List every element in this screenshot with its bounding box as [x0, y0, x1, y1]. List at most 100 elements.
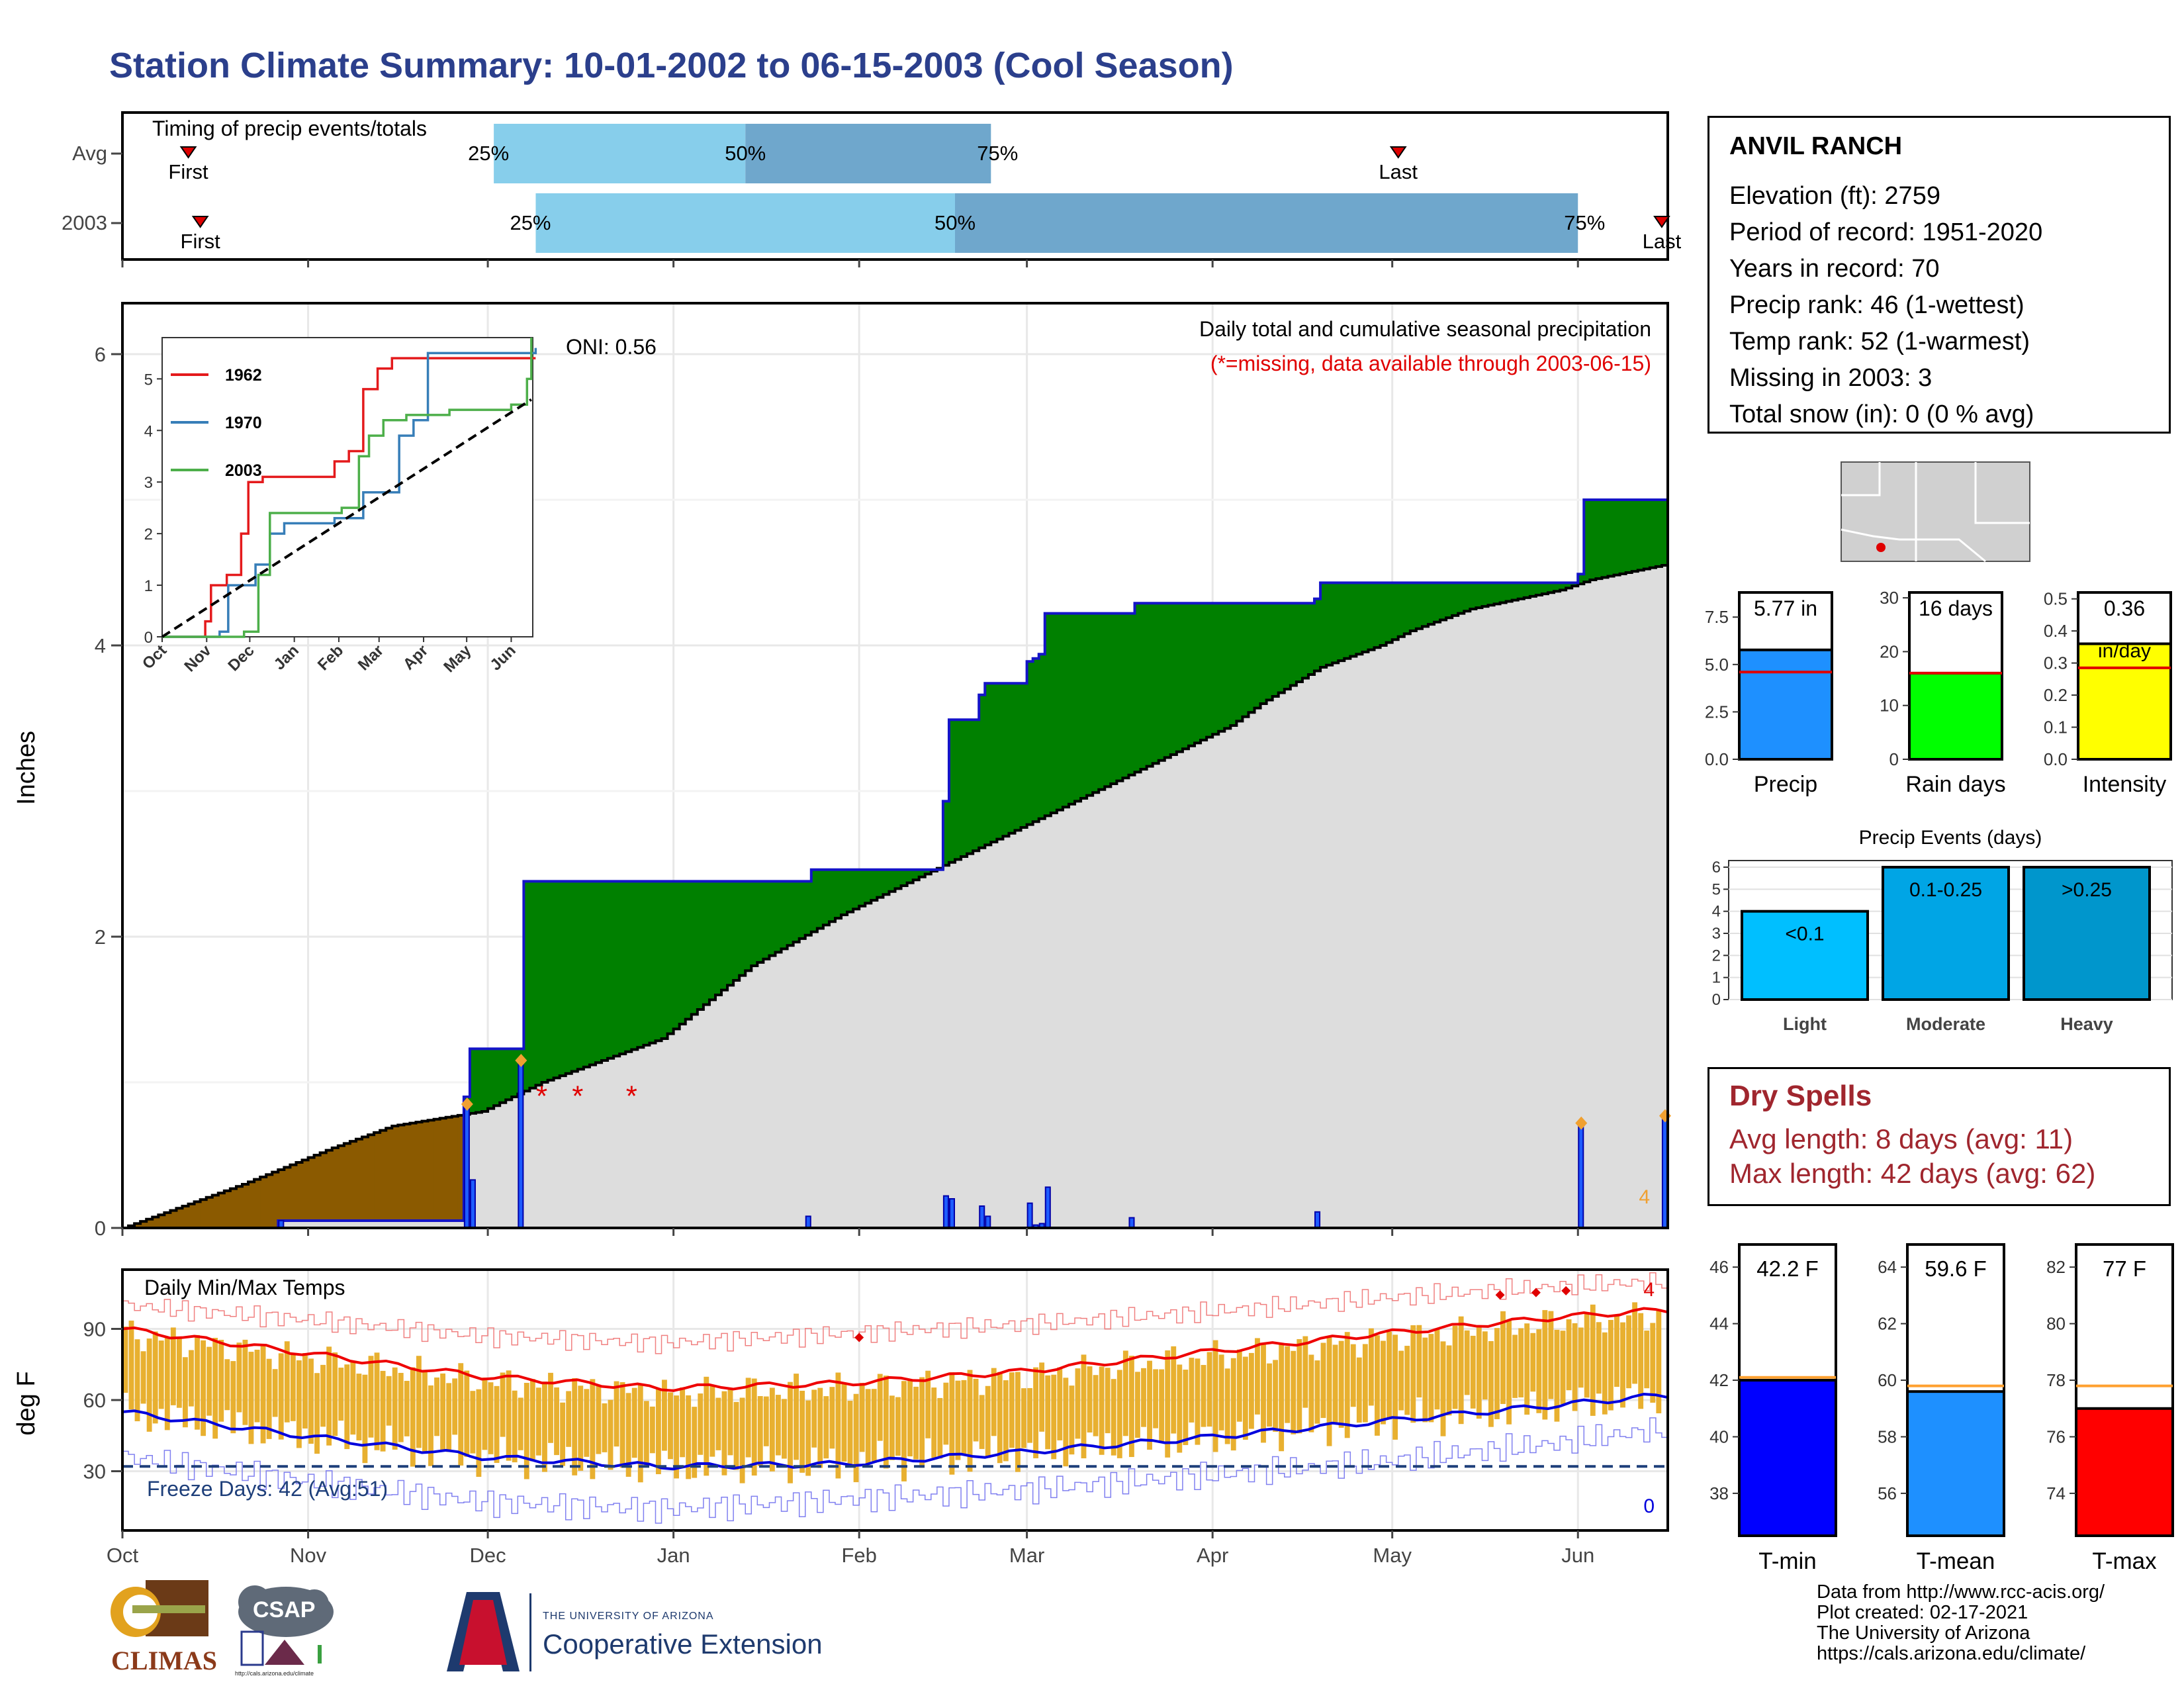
daily-temp-bar: [985, 1385, 991, 1458]
deficit-fill: [164, 1212, 171, 1228]
daily-temp-bar: [895, 1397, 901, 1456]
temp-ylabel: deg F: [13, 1371, 40, 1435]
locator-map: [1841, 461, 2030, 563]
daily-temp-bar: [392, 1367, 398, 1450]
daily-temp-bar: [308, 1358, 314, 1444]
deficit-fill: [140, 1221, 147, 1228]
deficit-fill: [416, 1122, 423, 1221]
surplus-fill: [1596, 500, 1602, 579]
surplus-fill: [1134, 603, 1142, 773]
daily-temp-bar: [925, 1370, 931, 1438]
surplus-fill: [961, 720, 968, 857]
surplus-fill: [608, 881, 614, 1058]
daily-temp-bar: [344, 1364, 350, 1450]
surplus-fill: [1338, 583, 1345, 661]
daily-temp-bar: [523, 1383, 529, 1479]
surplus-fill: [841, 869, 848, 915]
surplus-fill: [482, 1049, 488, 1111]
surplus-fill: [1111, 613, 1117, 784]
dry-spells-avg: Avg length: 8 days (avg: 11): [1729, 1123, 2073, 1154]
daily-temp-bar: [1111, 1379, 1116, 1456]
events-bar-0: [1741, 910, 1869, 1001]
daily-temp-bar: [889, 1395, 895, 1460]
surplus-fill: [1182, 603, 1189, 749]
surplus-fill: [469, 1049, 477, 1113]
surplus-fill: [925, 869, 932, 874]
daily-temp-bar: [1548, 1311, 1554, 1399]
dry-spells-max: Max length: 42 days (avg: 62): [1729, 1158, 2096, 1189]
surplus-fill: [1547, 583, 1555, 593]
surplus-fill: [1470, 583, 1477, 609]
deficit-fill: [326, 1150, 333, 1221]
daily-temp-bar: [560, 1402, 566, 1466]
precip-events-panel: 0 1 2 3 4 5 6 <0.1 Light 0.1-0.25 Moderate >0.25 Hea…: [1712, 827, 2173, 1034]
surplus-fill: [877, 869, 884, 898]
surplus-fill: [901, 869, 908, 886]
surplus-fill: [1122, 613, 1129, 778]
month-label-0: Oct: [107, 1544, 139, 1567]
temp-total-ytick-label-1-2: 60: [1878, 1370, 1897, 1390]
daily-temp-bar: [1135, 1372, 1140, 1438]
daily-temp-bar: [865, 1389, 871, 1464]
daily-temp-bar: [398, 1372, 404, 1442]
daily-temp-bar: [1015, 1372, 1021, 1472]
surplus-fill: [1062, 613, 1069, 808]
daily-temp-bar: [817, 1387, 823, 1468]
daily-temp-bar: [266, 1358, 272, 1439]
surplus-fill: [889, 869, 895, 892]
daily-temp-bar: [1338, 1340, 1344, 1428]
surplus-fill: [1038, 654, 1046, 819]
deficit-fill: [380, 1130, 387, 1221]
daily-temp-bar: [1003, 1380, 1009, 1462]
surplus-fill: [631, 881, 638, 1050]
surplus-fill: [1320, 583, 1327, 667]
daily-temp-bar: [877, 1374, 883, 1441]
events-bar-2: [2023, 866, 2151, 1001]
precip-panel: * * * 0 2 4 6 Inches Daily total and cumulative …: [13, 302, 1671, 1240]
events-ytick-label-6: 6: [1712, 859, 1721, 876]
surplus-fill: [1314, 598, 1321, 671]
deficit-fill: [302, 1160, 309, 1221]
precip-ylabel: Inches: [13, 731, 40, 805]
surplus-fill: [1158, 603, 1165, 761]
surplus-fill: [871, 869, 878, 900]
surplus-fill: [1655, 500, 1662, 567]
daily-precip-bar: [463, 1103, 470, 1229]
deficit-fill: [404, 1124, 410, 1221]
surplus-fill: [1464, 583, 1471, 612]
month-label-1: Nov: [290, 1544, 327, 1567]
timing-first-label-1: First: [181, 230, 221, 253]
timing-bar-q2-1: [955, 193, 1578, 253]
surplus-fill: [1398, 583, 1405, 637]
surplus-fill: [1661, 500, 1668, 565]
daily-temp-bar: [913, 1386, 919, 1460]
daily-temp-bar: [643, 1401, 649, 1468]
daily-temp-bar: [739, 1397, 745, 1483]
surplus-fill: [583, 881, 590, 1067]
month-label-6: Apr: [1197, 1544, 1228, 1567]
surplus-fill: [913, 869, 920, 880]
surplus-fill: [1524, 583, 1531, 598]
daily-temp-bar: [572, 1378, 578, 1476]
daily-temp-bar: [1584, 1312, 1590, 1398]
deficit-fill: [308, 1157, 315, 1221]
total-ytick-label-2-5: 0.5: [2044, 589, 2068, 609]
daily-temp-bar: [1650, 1323, 1656, 1403]
timing-row-label-0: Avg: [72, 142, 107, 165]
surplus-fill: [1021, 683, 1028, 827]
station-info-box: ANVIL RANCH Elevation (ft): 2759 Period …: [1707, 116, 2171, 434]
surplus-fill: [559, 881, 567, 1076]
daily-temp-bar: [955, 1380, 961, 1460]
surplus-fill: [1560, 583, 1567, 590]
surplus-fill: [1206, 603, 1213, 737]
daily-temp-bar: [1314, 1360, 1320, 1424]
deficit-fill: [362, 1137, 369, 1221]
daily-temp-bar: [937, 1397, 943, 1459]
surplus-fill: [488, 1049, 494, 1109]
timing-last-marker-1: [1653, 216, 1670, 228]
surplus-fill: [1619, 500, 1627, 574]
surplus-fill: [769, 881, 776, 956]
surplus-fill: [979, 694, 985, 848]
deficit-fill: [272, 1172, 279, 1228]
daily-precip-bar: [1044, 1186, 1051, 1229]
